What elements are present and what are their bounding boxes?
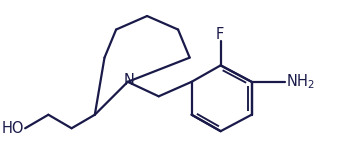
Text: N: N <box>123 73 134 88</box>
Text: NH$_2$: NH$_2$ <box>287 73 315 91</box>
Text: F: F <box>216 27 224 42</box>
Text: HO: HO <box>2 121 24 136</box>
